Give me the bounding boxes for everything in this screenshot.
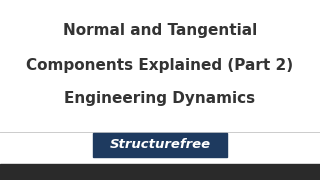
Text: Normal and Tangential: Normal and Tangential xyxy=(63,23,257,38)
Text: Components Explained (Part 2): Components Explained (Part 2) xyxy=(27,58,293,73)
Text: Engineering Dynamics: Engineering Dynamics xyxy=(64,91,256,106)
FancyBboxPatch shape xyxy=(93,133,227,157)
Text: Structurefree: Structurefree xyxy=(109,138,211,151)
Bar xyxy=(0,164,320,180)
